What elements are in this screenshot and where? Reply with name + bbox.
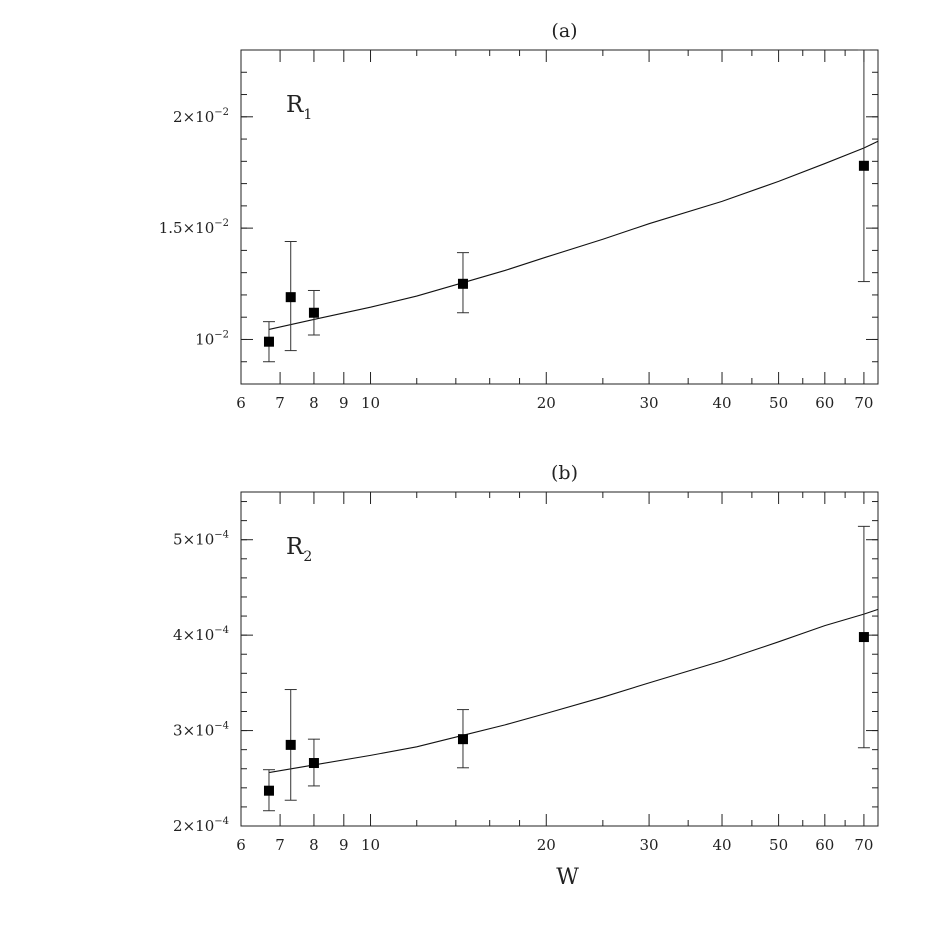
chart-0-y-tick-label: 10−2 [195,329,229,348]
chart-1-y-tick-label: 5×10−4 [173,530,229,549]
chart-1-x-tick-label: 6 [236,836,246,854]
chart-1-x-tick-label: 20 [537,836,556,854]
chart-0-x-tick-label: 8 [309,394,319,412]
chart-1-title: (b) [551,462,578,484]
chart-1-data-point [457,734,468,745]
chart-1-x-tick-label: 70 [854,836,873,854]
chart-1-x-tick-label: 10 [361,836,380,854]
chart-1-data-point [858,632,869,643]
chart-0-data-point [457,278,468,289]
chart-0-data-point [263,336,274,347]
chart-1-y-tick-label: 3×10−4 [173,721,229,740]
chart-0-x-tick-label: 9 [339,394,349,412]
chart-0-fit-curve [268,140,879,330]
chart-0-x-tick-label: 60 [815,394,834,412]
chart-1-data-point [263,785,274,796]
chart-0-x-tick-label: 7 [275,394,285,412]
chart-0-y-tick-label: 2×10−2 [173,107,229,126]
chart-0-plot-frame [240,49,879,385]
chart-1-x-tick-label: 8 [309,836,319,854]
chart-0-panel: 10−2 1.5×10−2 2×10−2 6 7 8 9 10 20 30 40 50 60 70 (a) R… [159,20,879,412]
chart-1-panel: 2×10−4 3×10−4 4×10−4 5×10−4 6 7 8 9 10 20 30 40 50 60… [173,462,879,890]
chart-0-x-tick-label: 6 [236,394,246,412]
chart-1-y-tick-label: 2×10−4 [173,816,229,835]
chart-1-series-annotation: R2 [286,534,312,565]
chart-0-x-tick-label: 40 [712,394,731,412]
chart-1-data-point [308,758,319,769]
chart-1-plot-frame [240,491,879,827]
chart-1-x-tick-label: 9 [339,836,349,854]
chart-1-x-tick-label: 30 [640,836,659,854]
chart-1-x-tick-label: 50 [769,836,788,854]
chart-0-title: (a) [551,20,577,42]
chart-0-data-point [285,292,296,303]
chart-0-data-point [308,307,319,318]
chart-1-x-tick-label: 40 [712,836,731,854]
chart-0-x-tick-label: 50 [769,394,788,412]
chart-0-x-tick-label: 20 [537,394,556,412]
chart-1-x-tick-label: 7 [275,836,285,854]
chart-0-x-tick-label: 70 [854,394,873,412]
chart-1-x-axis-label: W [556,865,579,890]
chart-1-fit-curve [268,608,879,774]
chart-1-data-point [285,739,296,750]
chart-0-x-tick-label: 30 [640,394,659,412]
chart-0-series-annotation: R1 [286,92,312,123]
chart-0-y-tick-label: 1.5×10−2 [159,218,229,237]
chart-1-x-tick-label: 60 [815,836,834,854]
chart-0-data-point [858,160,869,171]
chart-0-x-tick-label: 10 [361,394,380,412]
chart-1-y-tick-label: 4×10−4 [173,625,229,644]
